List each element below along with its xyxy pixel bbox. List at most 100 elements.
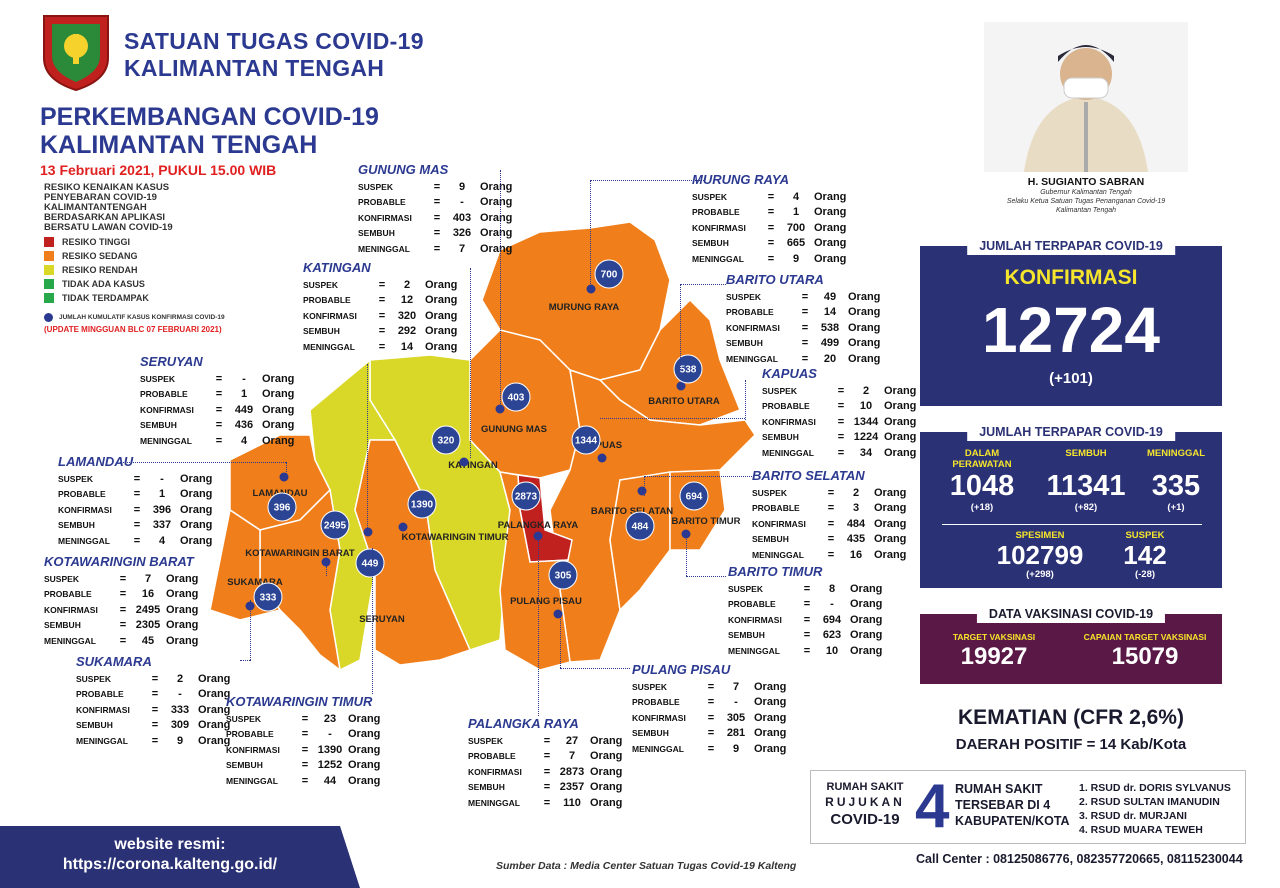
- stat-value: 309: [170, 719, 190, 732]
- stat-label: KONFIRMASI: [762, 416, 816, 427]
- stat-unit: Orang: [425, 309, 458, 322]
- connector-line: [680, 284, 681, 370]
- case-bubble-sukamara[interactable]: [253, 582, 283, 612]
- spesimen-stat: SPESIMEN 102799 (+298): [980, 530, 1100, 580]
- stat-equals: =: [837, 446, 845, 459]
- case-bubble-pulang-pisau[interactable]: [548, 560, 578, 590]
- stat-row-probable: PROBABLE = 14 Orang: [726, 305, 916, 321]
- stat-value: 1224: [853, 431, 879, 444]
- region-stats-palangka-raya: PALANGKA RAYA SUSPEK = 27 Orang PROBABLE = 7 Ora…: [468, 716, 658, 811]
- page-title: PERKEMBANGAN COVID-19 KALIMANTAN TENGAH: [40, 103, 379, 159]
- case-bubble-kotawaringin-barat[interactable]: [320, 510, 350, 540]
- stat-unit: Orang: [198, 719, 231, 732]
- provincial-logo: [40, 12, 112, 92]
- stat-equals: =: [378, 309, 386, 322]
- stat-equals: =: [827, 486, 835, 499]
- case-bubble-katingan[interactable]: [431, 425, 461, 455]
- case-bubble-barito-utara[interactable]: [673, 354, 703, 384]
- stat-unit: Orang: [850, 582, 883, 595]
- stat-unit: Orang: [850, 644, 883, 657]
- legend-dot-label: JUMLAH KUMULATIF KASUS KONFIRMASI COVID-…: [59, 314, 225, 321]
- case-bubble-kotawaringin-timur[interactable]: [407, 489, 437, 519]
- stat-value: -: [242, 372, 246, 385]
- stat-unit: Orang: [590, 734, 623, 747]
- legend-item-label: RESIKO RENDAH: [62, 265, 138, 275]
- stat-equals: =: [827, 502, 835, 515]
- connector-line: [120, 462, 286, 463]
- stat-unit: Orang: [425, 340, 458, 353]
- suspek-stat: SUSPEK 142 (-28): [1110, 530, 1180, 580]
- connector-line: [680, 284, 726, 285]
- stat-equals: =: [803, 598, 811, 611]
- connector-line: [590, 180, 591, 288]
- legend-title-4: BERDASARKAN APLIKASI: [44, 212, 166, 223]
- stat-label: SUSPEK: [140, 373, 175, 384]
- stat-equals: =: [543, 796, 551, 809]
- case-bubble-barito-timur[interactable]: [679, 481, 709, 511]
- stat-unit: Orang: [180, 488, 213, 501]
- governor-role-1: Gubernur Kalimantan Tengah: [1040, 189, 1132, 196]
- stat-value: 337: [152, 519, 172, 532]
- stat-label: MENINGGAL: [76, 735, 128, 746]
- stat-equals: =: [378, 325, 386, 338]
- legend-item: TIDAK TERDAMPAK: [44, 293, 234, 303]
- stat-equals: =: [543, 765, 551, 778]
- stat-row-probable: PROBABLE = 1 Orang: [140, 387, 330, 403]
- legend-swatch: [44, 237, 54, 247]
- region-name: KOTAWARINGIN TIMUR: [226, 694, 373, 709]
- hospital-spread-3: KABUPATEN/KOTA: [955, 814, 1070, 828]
- connector-line: [590, 180, 704, 181]
- case-bubble-murung-raya[interactable]: [594, 259, 624, 289]
- connector-line: [745, 380, 746, 420]
- stat-equals: =: [433, 227, 441, 240]
- stat-equals: =: [301, 743, 309, 756]
- stat-unit: Orang: [166, 619, 199, 632]
- case-bubble-value: 1344: [575, 436, 598, 447]
- website-link[interactable]: https://corona.kalteng.go.id/: [62, 856, 278, 873]
- stat-unit: Orang: [590, 781, 623, 794]
- case-bubble-palangka-raya[interactable]: [511, 481, 541, 511]
- stat-value: 623: [822, 629, 842, 642]
- stat-value: 396: [152, 503, 172, 516]
- governor-caption: H. SUGIANTO SABRAN Gubernur Kalimantan T…: [982, 172, 1190, 218]
- stat-value: 436: [234, 419, 254, 432]
- stat-equals: =: [827, 548, 835, 561]
- perawatan-label-2: PERAWATAN: [952, 459, 1012, 470]
- case-bubble-kapuas[interactable]: [571, 425, 601, 455]
- region-dot-icon: [681, 529, 691, 539]
- stat-row-meninggal: MENINGGAL = 45 Orang: [44, 633, 234, 649]
- case-bubble-value: 449: [362, 559, 379, 570]
- stat-row-probable: PROBABLE = 1 Orang: [58, 487, 248, 503]
- stat-label: MENINGGAL: [752, 549, 804, 560]
- stat-unit: Orang: [848, 352, 881, 365]
- stat-value: -: [830, 598, 834, 611]
- stat-value: 538: [820, 321, 840, 334]
- org-title-line1: SATUAN TUGAS COVID-19: [124, 28, 424, 54]
- stat-label: KONFIRMASI: [58, 504, 112, 515]
- stat-unit: Orang: [848, 337, 881, 350]
- map-label-sukamara: SUKAMARA: [227, 577, 283, 588]
- case-bubble-gunung-mas[interactable]: [501, 382, 531, 412]
- suspek-delta: (-28): [1134, 569, 1156, 580]
- hospital-heading: RUMAH SAKIT RUJUKAN COVID-19: [823, 781, 907, 828]
- vaccination-panel: DATA VAKSINASI COVID-19 TARGET VAKSINASI…: [920, 605, 1222, 684]
- stat-row-konfirmasi: KONFIRMASI = 538 Orang: [726, 320, 916, 336]
- map-label-kotawaringin-barat: KOTAWARINGIN BARAT: [245, 548, 355, 559]
- stats-panel-title: JUMLAH TERPAPAR COVID-19: [967, 423, 1175, 441]
- stat-label: PROBABLE: [728, 599, 776, 610]
- case-bubble-lamandau[interactable]: [267, 492, 297, 522]
- hospital-item: 4. RSUD MUARA TEWEH: [1079, 824, 1203, 836]
- stat-label: SEMBUH: [726, 338, 763, 349]
- stat-equals: =: [378, 340, 386, 353]
- stat-value: 12: [400, 294, 414, 307]
- stats-panel: JUMLAH TERPAPAR COVID-19 DALAM PERAWATAN…: [920, 423, 1222, 588]
- stat-equals: =: [215, 434, 223, 447]
- stat-label: SEMBUH: [632, 728, 669, 739]
- case-bubble-barito-selatan[interactable]: [625, 511, 655, 541]
- stat-label: KONFIRMASI: [303, 310, 357, 321]
- stat-label: SEMBUH: [692, 238, 729, 249]
- case-bubble-seruyan[interactable]: [355, 548, 385, 578]
- stat-label: SUSPEK: [762, 385, 797, 396]
- stat-label: SEMBUH: [76, 720, 113, 731]
- stat-label: PROBABLE: [226, 729, 274, 740]
